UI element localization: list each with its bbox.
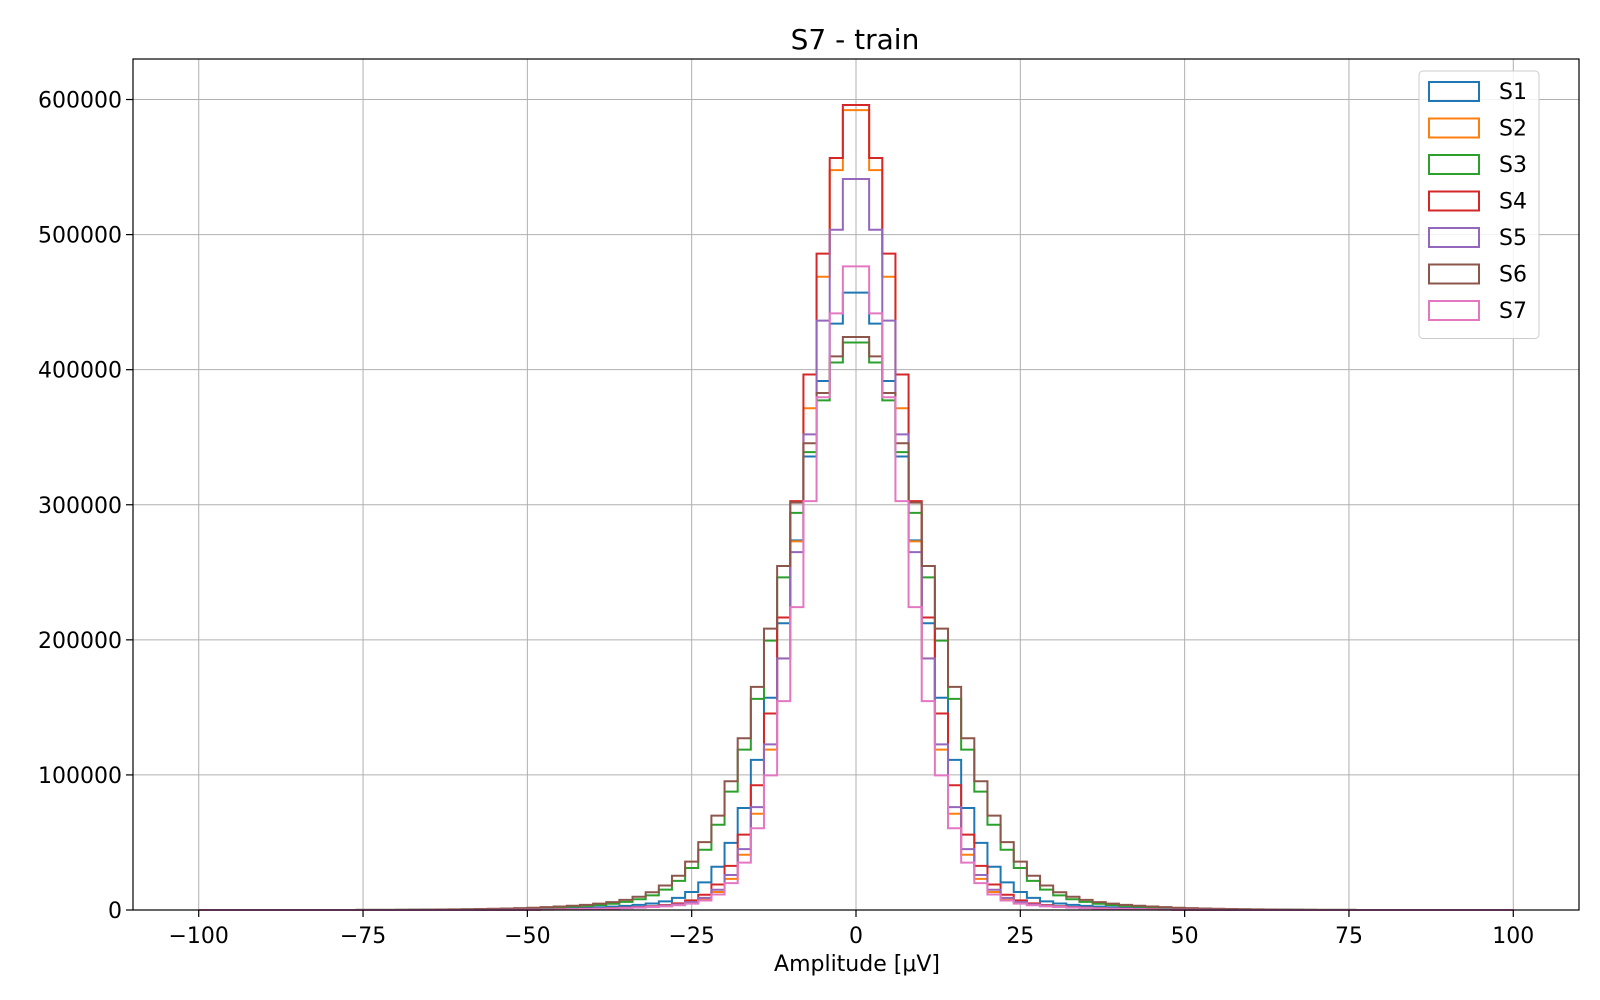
y-tick-label: 0 — [108, 899, 122, 924]
legend-swatch-s2 — [1428, 117, 1480, 139]
legend: S1 S2 S3 S4 S5 S6 S7 — [1418, 70, 1540, 339]
y-tick-label: 200000 — [38, 629, 122, 654]
legend-label-s1: S1 — [1499, 80, 1527, 105]
grid — [133, 59, 1579, 911]
legend-label-s4: S4 — [1499, 190, 1527, 215]
x-tick-label: 100 — [1492, 924, 1534, 949]
x-tick-label: 75 — [1335, 924, 1363, 949]
y-tick-label: 100000 — [38, 764, 122, 789]
x-tick-label: 0 — [849, 924, 863, 949]
x-tick-label: 50 — [1171, 924, 1199, 949]
x-tick-label: −50 — [504, 924, 550, 949]
legend-swatch-s1 — [1428, 81, 1480, 102]
x-tick-label: −75 — [340, 924, 386, 949]
legend-label-s6: S6 — [1499, 263, 1527, 288]
x-tick-label: 25 — [1006, 924, 1034, 949]
legend-label-s7: S7 — [1499, 299, 1527, 324]
chart-title: S7 - train — [791, 23, 920, 56]
y-axis: 0 100000 200000 300000 400000 500000 600000 — [38, 89, 133, 924]
legend-swatch-s3 — [1428, 154, 1480, 175]
legend-label-s3: S3 — [1499, 153, 1527, 178]
x-axis: −100 −75 −50 −25 0 25 50 75 100 — [169, 910, 1534, 949]
legend-swatch-s4 — [1428, 190, 1480, 212]
legend-swatch-s5 — [1428, 227, 1480, 248]
y-tick-label: 600000 — [38, 89, 122, 114]
legend-label-s5: S5 — [1499, 226, 1527, 251]
legend-label-s2: S2 — [1499, 117, 1527, 142]
x-tick-label: −100 — [169, 924, 229, 949]
legend-swatch-s6 — [1428, 263, 1480, 285]
x-tick-label: −25 — [668, 924, 714, 949]
y-tick-label: 500000 — [38, 224, 122, 249]
x-axis-label: Amplitude [μV] — [774, 952, 940, 977]
y-tick-label: 400000 — [38, 359, 122, 384]
y-tick-label: 300000 — [38, 494, 122, 519]
legend-swatch-s7 — [1428, 300, 1480, 321]
